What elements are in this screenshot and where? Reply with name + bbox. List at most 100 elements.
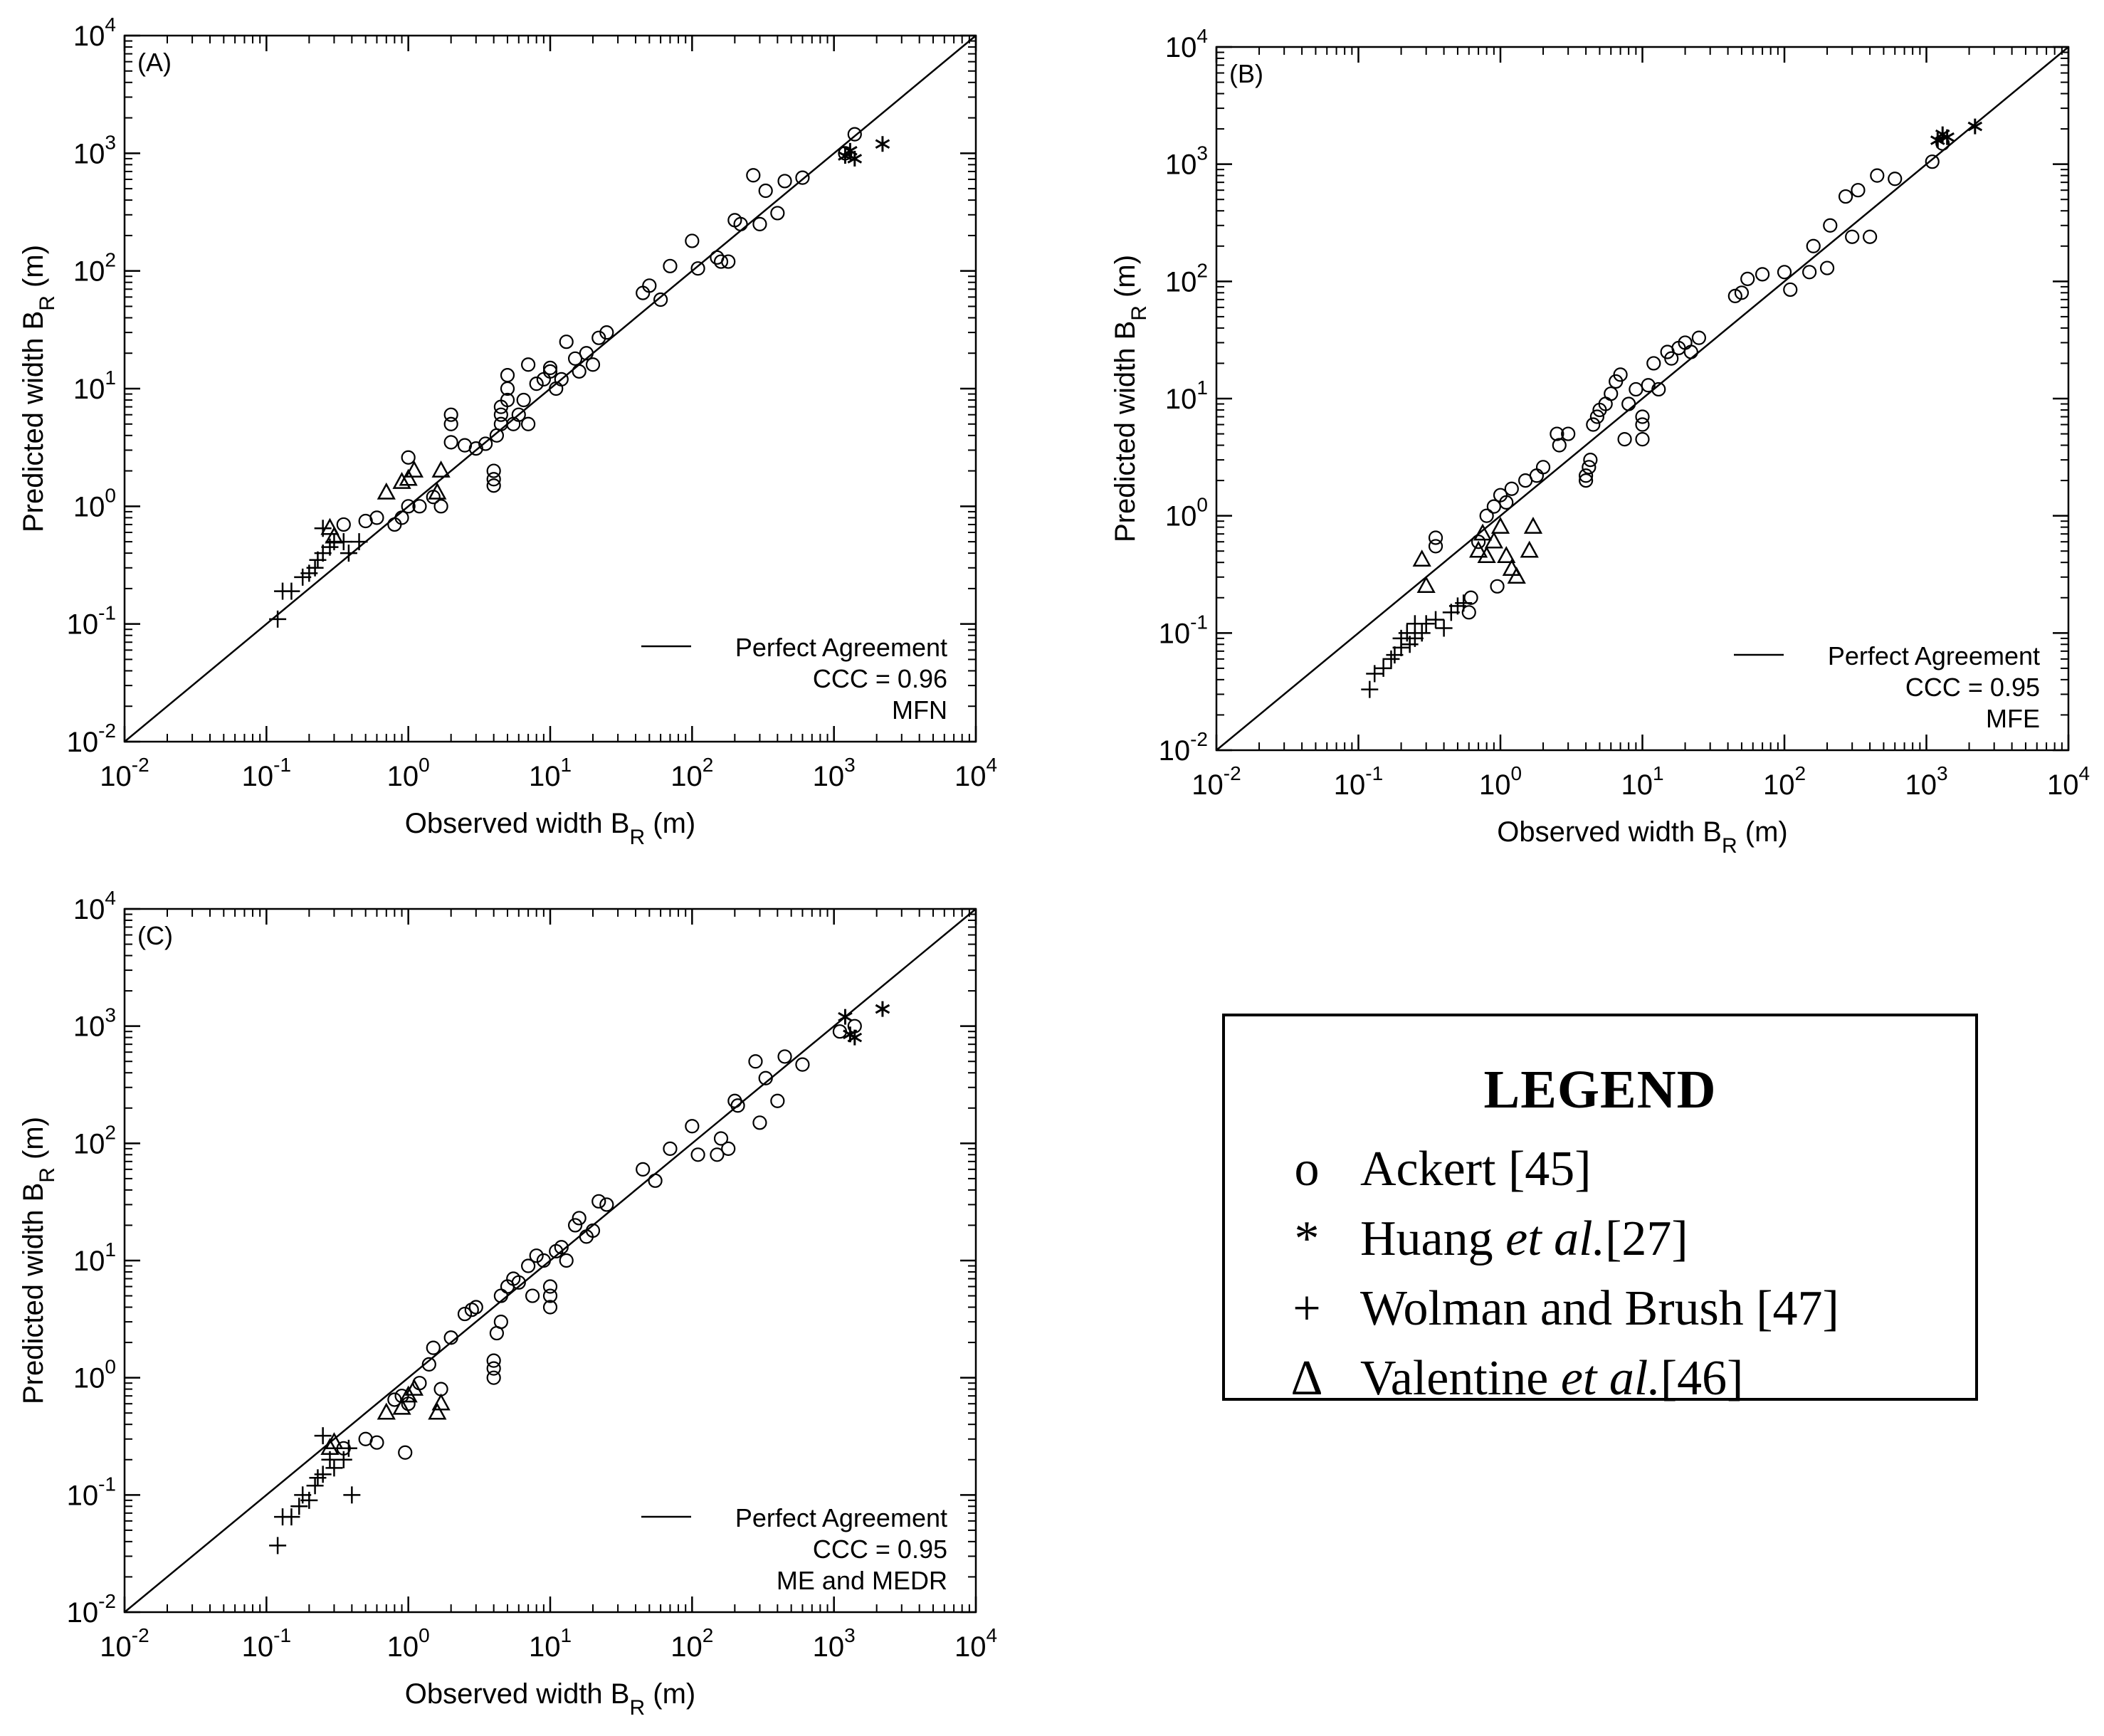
point-ackert xyxy=(536,372,551,387)
point-ackert xyxy=(1851,183,1866,198)
point-ackert xyxy=(542,1300,558,1315)
point-ackert xyxy=(1870,168,1885,183)
point-valentine xyxy=(320,1438,340,1456)
point-ackert xyxy=(486,463,501,478)
point-ackert xyxy=(486,1370,501,1385)
x-tick-label: 104 xyxy=(2047,762,2090,801)
point-ackert xyxy=(690,1147,705,1162)
point-ackert xyxy=(1552,438,1567,453)
point-ackert xyxy=(421,1357,436,1372)
x-axis-label: Observed width BR (m) xyxy=(405,1678,695,1720)
point-valentine xyxy=(1477,546,1496,564)
x-tick-label: 10-1 xyxy=(242,1624,291,1663)
point-ackert xyxy=(591,330,606,345)
point-ackert xyxy=(554,1240,569,1255)
x-tick-label: 103 xyxy=(813,1624,856,1663)
point-ackert xyxy=(369,1435,384,1450)
point-valentine xyxy=(320,517,340,535)
point-ackert xyxy=(529,1248,544,1263)
point-ackert xyxy=(1863,229,1878,244)
point-ackert xyxy=(500,368,515,383)
point-ackert xyxy=(1561,426,1576,441)
point-valentine xyxy=(431,460,451,478)
point-ackert xyxy=(1583,453,1598,468)
point-ackert xyxy=(1734,285,1750,300)
y-tick-label: 10-2 xyxy=(1159,728,1208,767)
y-tick-label: 104 xyxy=(1165,25,1208,63)
point-ackert xyxy=(468,1300,483,1315)
point-ackert xyxy=(758,183,773,199)
point-ackert xyxy=(1579,473,1594,488)
point-ackert xyxy=(1529,468,1545,483)
triangle-marker-icon: Δ xyxy=(1290,1351,1323,1406)
point-ackert xyxy=(1621,396,1636,411)
point-valentine xyxy=(392,471,411,489)
point-ackert xyxy=(443,1330,458,1345)
point-ackert xyxy=(1691,330,1706,345)
point-ackert xyxy=(1589,409,1605,424)
legend-entry-valentine: Δ Valentine et al.[46] xyxy=(1225,1347,1975,1411)
y-tick-label: 103 xyxy=(73,1004,116,1043)
point-ackert xyxy=(579,346,594,361)
x-tick-label: 104 xyxy=(954,1624,997,1663)
point-ackert xyxy=(401,450,416,465)
point-ackert xyxy=(1535,460,1551,475)
point-wolman-brush xyxy=(1374,659,1392,677)
point-ackert xyxy=(1683,344,1698,359)
ccc-value: CCC = 0.95 xyxy=(813,1535,947,1564)
point-ackert xyxy=(642,278,657,293)
legend-entry-huang: * Huang et al.[27] xyxy=(1225,1207,1975,1271)
legend-label-valentine: Valentine et al.[46] xyxy=(1360,1351,1744,1406)
point-valentine xyxy=(428,1402,447,1420)
legend-title: LEGEND xyxy=(1483,1060,1717,1120)
point-ackert xyxy=(542,1279,558,1294)
y-tick-label: 10-2 xyxy=(67,720,116,758)
method-label: MFE xyxy=(1986,704,2040,733)
point-ackert xyxy=(500,392,515,408)
point-ackert xyxy=(433,499,448,514)
legend-entry-ackert: o Ackert [45] xyxy=(1225,1137,1975,1201)
point-ackert xyxy=(568,1218,583,1233)
legend-box: LEGEND o Ackert [45] * Huang et al.[27] … xyxy=(1222,1014,1978,1406)
point-ackert xyxy=(521,416,536,431)
point-valentine xyxy=(1473,523,1493,541)
point-ackert xyxy=(1428,530,1443,545)
point-valentine xyxy=(1523,517,1543,534)
ccc-value: CCC = 0.96 xyxy=(813,664,947,693)
point-ackert xyxy=(398,1445,413,1460)
point-wolman-brush xyxy=(306,559,324,577)
x-tick-label: 102 xyxy=(1763,762,1806,801)
x-tick-label: 10-1 xyxy=(1334,762,1383,801)
x-tick-label: 104 xyxy=(954,754,997,792)
y-tick-label: 10-1 xyxy=(67,602,116,641)
point-ackert xyxy=(1806,238,1821,253)
legend-label-huang: Huang et al.[27] xyxy=(1360,1211,1688,1266)
point-ackert xyxy=(401,499,416,514)
point-ackert xyxy=(721,1141,736,1156)
x-tick-label: 10-1 xyxy=(242,754,291,792)
point-wolman-brush xyxy=(1361,680,1379,698)
point-ackert xyxy=(1925,154,1940,169)
point-wolman-brush xyxy=(1382,650,1400,668)
point-ackert xyxy=(1635,409,1650,424)
point-valentine xyxy=(428,482,447,500)
point-wolman-brush xyxy=(325,1459,343,1477)
point-wolman-brush xyxy=(1413,624,1431,642)
y-tick-label: 100 xyxy=(73,1356,116,1394)
point-ackert xyxy=(521,357,536,372)
x-tick-label: 10-2 xyxy=(100,1624,149,1663)
point-ackert xyxy=(758,1070,773,1085)
point-valentine xyxy=(1412,549,1431,567)
y-tick-label: 103 xyxy=(73,131,116,169)
x-axis-label: Observed width BR (m) xyxy=(1497,816,1787,858)
point-ackert xyxy=(1463,590,1478,605)
point-wolman-brush xyxy=(314,1466,332,1483)
point-valentine xyxy=(1497,546,1516,564)
point-ackert xyxy=(752,216,767,231)
point-ackert xyxy=(542,360,558,375)
point-valentine xyxy=(1468,540,1488,558)
y-tick-label: 101 xyxy=(73,1238,116,1277)
point-wolman-brush xyxy=(283,1508,300,1526)
point-ackert xyxy=(795,1057,810,1072)
point-ackert xyxy=(542,364,558,379)
